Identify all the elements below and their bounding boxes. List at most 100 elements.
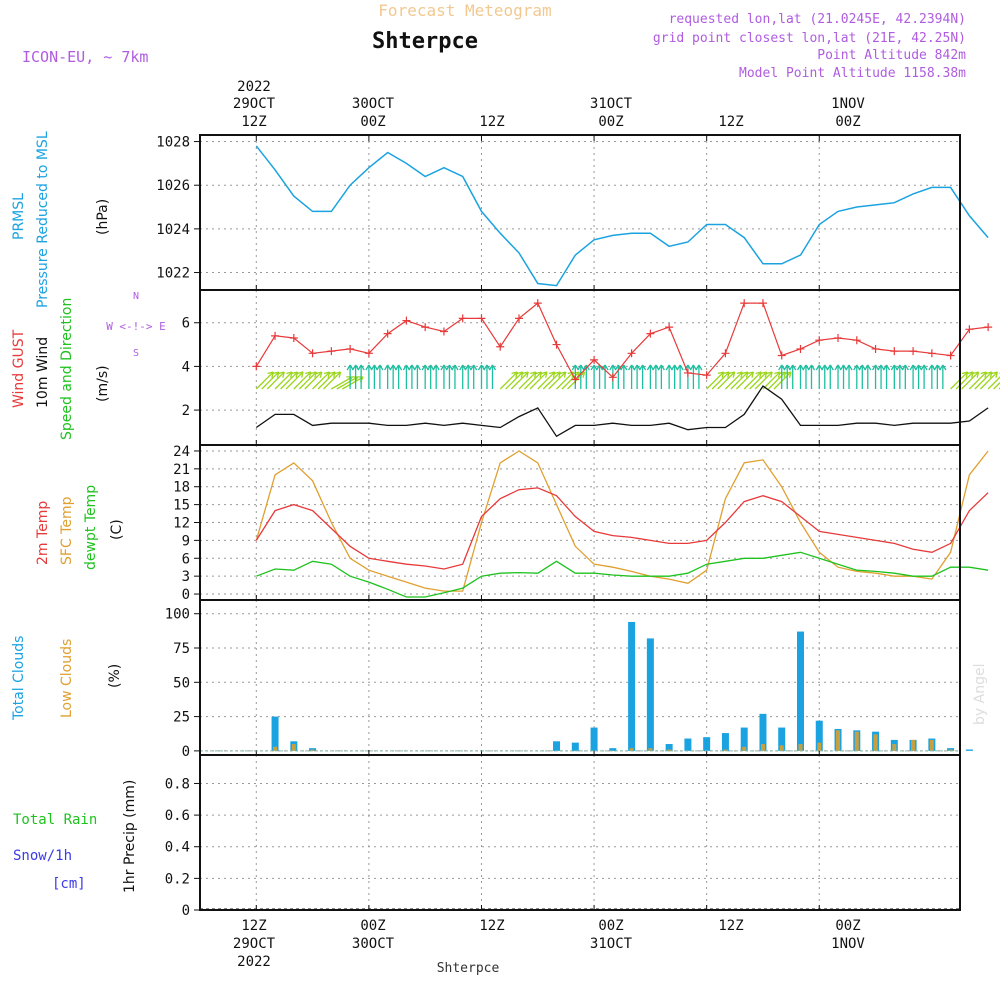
wind-arrow-head: [559, 371, 567, 378]
wind-arrow-head: [882, 364, 891, 371]
wind-label-speed: Speed and Direction: [59, 298, 75, 440]
total-cloud-bar: [703, 737, 711, 751]
panel-frame: [199, 134, 961, 291]
bottom-axis-l1: 12Z: [479, 918, 504, 934]
wind-arrow-head: [357, 364, 365, 371]
top-axis-l3: 12Z: [479, 114, 504, 130]
bottom-axis-l1: 00Z: [835, 918, 860, 934]
gust-marker: [327, 347, 336, 356]
wind-label-10m: 10m Wind: [35, 337, 51, 408]
wind-direction-arrow: [993, 381, 1000, 390]
gust-marker: [515, 314, 524, 323]
low-cloud-bar: [948, 749, 953, 751]
total-cloud-bar: [684, 738, 692, 751]
wind-direction-arrow: [505, 371, 524, 390]
gust-marker: [740, 299, 749, 308]
top-time-axis: 2022 29OCT 12Z 30OCT 00Z 12Z 31OCT 00Z 1…: [233, 79, 866, 130]
bottom-axis-l2: 29OCT: [233, 936, 276, 952]
low-cloud-bar: [911, 739, 916, 751]
wind-direction-arrow: [717, 371, 736, 390]
gust-marker: [834, 334, 843, 343]
y-tick-label: 3: [182, 569, 190, 585]
wind-direction-arrow: [312, 371, 331, 390]
wind-arrow-head: [939, 364, 947, 371]
low-cloud-bar: [723, 749, 728, 751]
wind-direction-arrow: [274, 371, 293, 390]
model-altitude: Model Point Altitude 1158.38m: [739, 66, 966, 81]
low-cloud-bar: [310, 749, 315, 751]
gust-marker: [496, 342, 505, 351]
y-tick-label: 75: [173, 641, 190, 657]
cloud-unit: (%): [107, 664, 123, 688]
wind-arrow-head: [807, 364, 816, 371]
y-tick-label: 12: [173, 516, 190, 532]
chart-panel-4: 0 25 50 75 100: [165, 599, 973, 760]
precip-labels: Total Rain Snow/1h [cm] 1hr Precip (mm): [13, 780, 138, 893]
top-axis-l3: 00Z: [598, 114, 623, 130]
bottom-time-axis: 12Z 29OCT 2022 00Z 30OCT 12Z 00Z 31OCT 1…: [233, 918, 866, 976]
chart-panel-3: 0 3 6 912 15 18 21 24: [173, 444, 989, 603]
top-axis-l2: 29OCT: [233, 96, 276, 112]
y-tick-label: 1024: [156, 222, 190, 238]
y-tick-label: 0: [182, 903, 190, 919]
total-cloud-bar: [590, 727, 598, 751]
y-tick-label: 6: [182, 316, 190, 332]
wind-direction-arrow: [711, 371, 730, 390]
y-tick-label: 2: [182, 403, 190, 419]
top-axis-l3: 12Z: [241, 114, 266, 130]
gust-marker: [702, 371, 711, 380]
wind-arrow-head: [864, 364, 872, 371]
total-cloud-bar: [815, 720, 823, 751]
page-title: Forecast Meteogram: [378, 1, 551, 20]
gust-marker: [627, 349, 636, 358]
total-cloud-bar: [665, 744, 673, 751]
top-axis-l2: 31OCT: [590, 96, 633, 112]
y-tick-label: 24: [173, 444, 190, 460]
wind-arrow-head: [297, 371, 304, 378]
gust-marker: [289, 334, 298, 343]
wind-arrow-head: [991, 371, 998, 378]
total-cloud-bar: [571, 742, 579, 751]
y-tick-label: 15: [173, 498, 190, 514]
y-tick-label: 0: [182, 587, 190, 603]
requested-coords: requested lon,lat (21.0245E, 42.2394N): [669, 12, 966, 27]
compass-we: W <-!-> E: [106, 320, 166, 333]
bottom-axis-l1: 12Z: [718, 918, 743, 934]
wind-direction-arrow: [255, 371, 274, 390]
pressure-labels: PRMSL Pressure Reduced to MSL (hPa): [11, 131, 111, 308]
bottom-axis-l2: 1NOV: [831, 936, 865, 952]
precip-label-snow: Snow/1h: [13, 848, 72, 864]
bottom-axis-l1: 00Z: [598, 918, 623, 934]
gust-marker: [533, 299, 542, 308]
wind-direction-arrow: [499, 371, 518, 390]
wind-arrow-head: [785, 371, 792, 378]
y-tick-label: 1028: [156, 135, 190, 151]
gust-marker: [721, 349, 730, 358]
cloud-labels: Total Clouds Low Clouds (%): [11, 636, 123, 721]
wind-arrow-head: [789, 364, 797, 371]
gust-marker: [796, 344, 805, 353]
bottom-axis-l3: 2022: [237, 954, 271, 970]
top-axis-l1: 2022: [237, 79, 271, 95]
total-cloud-bar: [796, 631, 804, 751]
temp-labels: 2m Temp SFC Temp dewpt Temp (C): [35, 485, 125, 570]
bottom-axis-l2: 30OCT: [352, 936, 395, 952]
wind-unit: (m/s): [95, 365, 111, 402]
temp-2m-line: [255, 487, 989, 570]
wind-direction-arrow: [754, 371, 773, 390]
total-cloud-bar: [271, 716, 279, 751]
wind-arrow-head: [522, 371, 529, 378]
low-cloud-bar: [273, 746, 278, 751]
total-cloud-bar: [721, 733, 729, 751]
top-axis-l3: 12Z: [718, 114, 743, 130]
credit-label: by Angel: [972, 664, 988, 725]
bottom-axis-l1: 00Z: [360, 918, 385, 934]
gust-marker: [758, 299, 767, 308]
total-cloud-bar: [553, 741, 561, 751]
wind-direction-arrow: [510, 371, 529, 390]
wind-arrow-head: [845, 364, 853, 371]
total-cloud-bar: [778, 727, 786, 751]
wind-arrow-head: [432, 364, 440, 371]
gust-marker: [984, 323, 993, 332]
chart-panel-5: 0 0.2 0.4 0.6 0.8: [165, 754, 961, 919]
